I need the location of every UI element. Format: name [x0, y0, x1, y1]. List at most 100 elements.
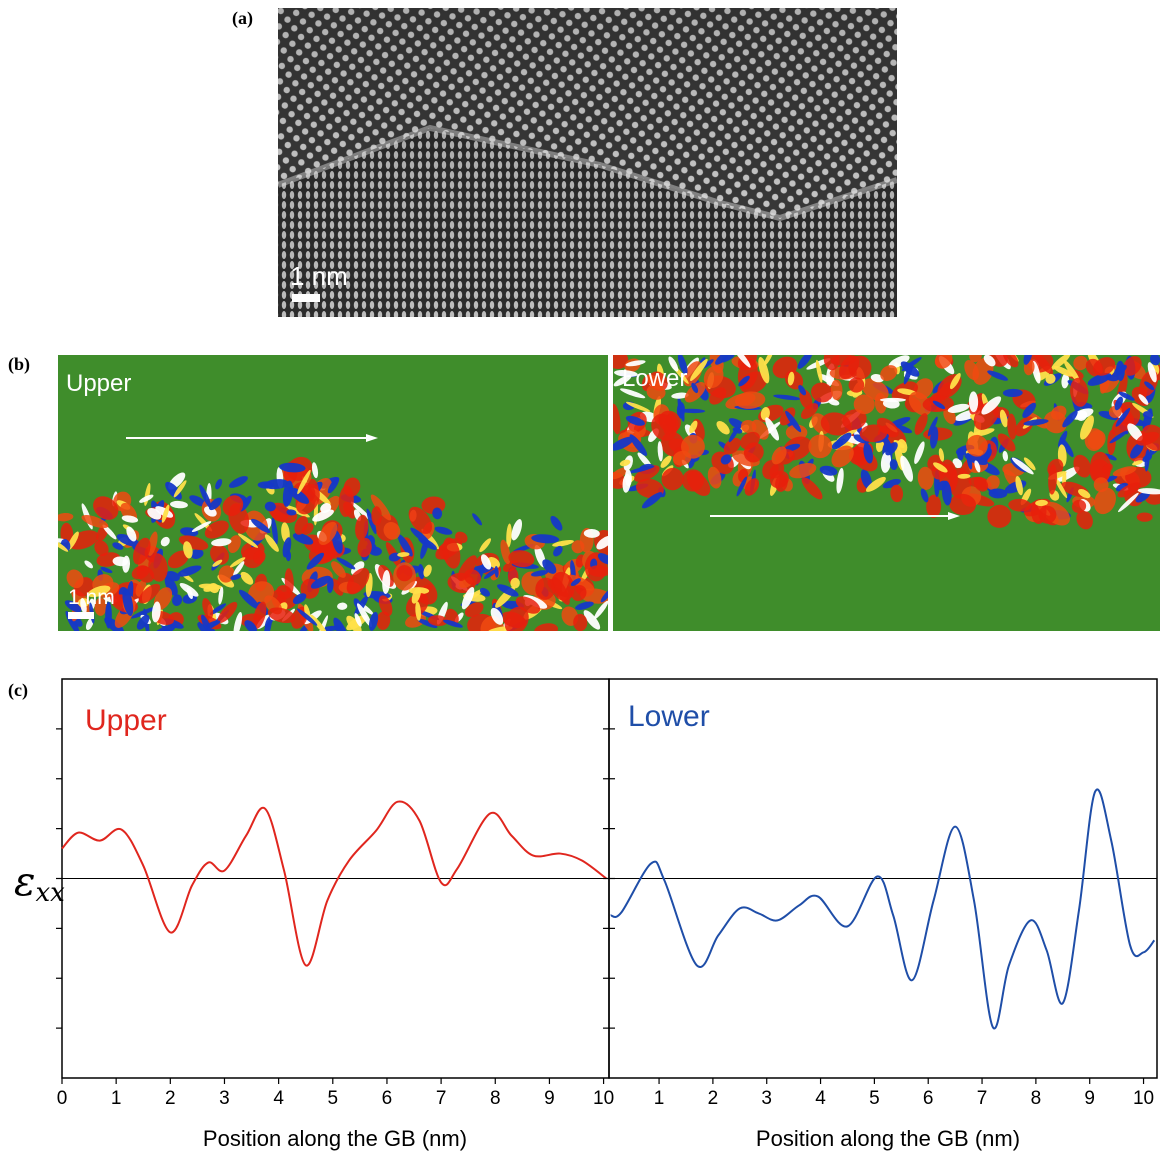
strain-blob: [897, 439, 908, 454]
strain-blob: [1142, 411, 1154, 419]
strain-blob: [613, 375, 632, 387]
strain-blob: [707, 466, 722, 489]
strain-blob: [58, 512, 74, 522]
strain-blob: [311, 462, 319, 479]
strain-blob: [1071, 499, 1087, 513]
strain-blob: [660, 455, 672, 468]
strain-blob: [952, 458, 963, 469]
strain-blob: [570, 578, 581, 587]
strain-blob: [888, 355, 910, 369]
strain-blob: [208, 497, 222, 511]
strain-blob: [1094, 487, 1116, 515]
strain-blob: [938, 448, 945, 462]
strain-blob: [354, 595, 369, 616]
strain-blob: [336, 557, 356, 570]
arrowhead: [948, 512, 960, 520]
strain-blob: [164, 576, 178, 596]
strain-blob: [229, 557, 246, 568]
strain-blob: [738, 375, 750, 387]
strain-blob: [900, 361, 920, 377]
strain-blob: [1034, 355, 1054, 375]
strain-blob: [511, 519, 523, 541]
strain-blob: [863, 442, 873, 464]
strain-blob: [346, 567, 370, 595]
strain-blob: [1063, 360, 1081, 383]
strain-blob: [228, 476, 248, 488]
strain-blob: [173, 480, 187, 498]
strain-blob: [189, 495, 207, 507]
strain-blob: [1002, 388, 1023, 398]
strain-blob: [619, 459, 631, 467]
strain-blob: [645, 374, 663, 389]
strain-blob: [785, 424, 808, 441]
strain-blob: [765, 417, 780, 441]
strain-blob: [764, 355, 774, 366]
strain-blob: [1058, 430, 1068, 448]
strain-blob: [613, 436, 634, 451]
strain-blob: [771, 446, 787, 465]
strain-blob: [177, 565, 202, 577]
x-tick-label: 10: [1133, 1088, 1154, 1109]
strain-blob: [785, 410, 802, 433]
strain-blob: [625, 360, 646, 367]
strain-blob: [233, 561, 245, 576]
strain-blob: [600, 588, 608, 603]
strain-blob: [212, 559, 223, 567]
hrtem-image: [278, 8, 897, 317]
strain-blob: [337, 602, 348, 610]
strain-blob: [974, 460, 981, 473]
x-tick-label: 4: [815, 1088, 826, 1109]
strain-blob: [160, 536, 170, 547]
strain-blob: [376, 611, 391, 630]
strain-blob: [859, 424, 888, 443]
strain-blob: [237, 533, 259, 548]
strain-blob: [366, 508, 377, 535]
strain-blob: [1117, 482, 1141, 498]
x-tick-label: 5: [869, 1088, 880, 1109]
strain-blob: [139, 494, 154, 503]
strain-blob: [798, 385, 807, 396]
strain-texture: [58, 456, 608, 631]
strain-blob: [823, 355, 840, 371]
strain-blob: [987, 370, 1008, 381]
strain-blob: [510, 577, 520, 589]
strain-blob: [678, 408, 706, 414]
strain-blob: [828, 399, 840, 406]
strain-blob: [983, 443, 991, 463]
strain-blob: [165, 571, 180, 582]
strain-blob: [112, 542, 124, 550]
strain-blob: [775, 474, 788, 492]
strain-blob: [1118, 492, 1139, 513]
strain-blob: [613, 466, 630, 480]
strain-blob: [1122, 356, 1142, 376]
strain-blob: [427, 615, 448, 626]
strain-blob: [312, 509, 334, 522]
strain-blob: [64, 600, 82, 613]
strain-blob: [179, 582, 199, 597]
strain-blob: [423, 564, 432, 577]
strain-blob: [815, 359, 823, 384]
strain-blob: [355, 514, 369, 541]
strain-blob: [999, 409, 1008, 428]
strain-blob: [506, 523, 512, 548]
strain-blob: [415, 601, 422, 621]
strain-blob: [758, 356, 770, 384]
strain-blob: [1114, 396, 1123, 411]
strain-blob: [966, 452, 973, 470]
strain-blob: [350, 501, 372, 521]
strain-blob: [1087, 430, 1106, 450]
x-tick-label: 3: [219, 1088, 230, 1109]
strain-blob: [1101, 463, 1113, 474]
strain-blob: [147, 531, 158, 556]
strain-blob: [331, 578, 344, 596]
strain-blob: [773, 394, 801, 401]
strain-blob: [834, 432, 852, 448]
strain-blob: [789, 463, 817, 479]
strain-blob: [917, 466, 934, 490]
strain-blob: [689, 420, 698, 434]
map-label: Upper: [66, 370, 131, 397]
strain-blob: [94, 597, 107, 616]
strain-blob: [202, 598, 214, 619]
strain-blob: [1073, 355, 1088, 371]
strain-blob: [383, 521, 401, 540]
